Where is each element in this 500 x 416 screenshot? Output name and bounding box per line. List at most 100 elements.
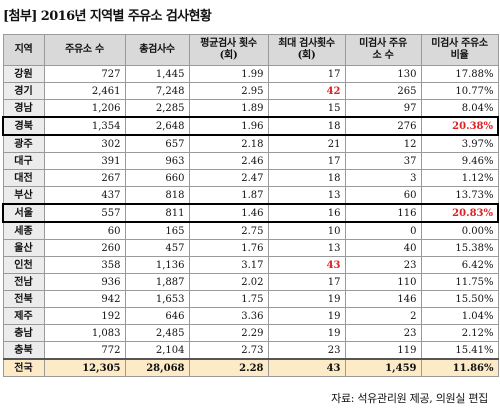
col-header-ratio: 미검사 주유소 비율: [420, 34, 499, 66]
ratio-cell: 0.00%: [420, 221, 499, 240]
col-header-avg: 평균검사 횟수(회): [188, 34, 269, 66]
col-header-max: 최대 검사횟수(회): [267, 34, 346, 66]
total-cell: 1,445: [124, 65, 190, 83]
avg-cell: 1.46: [188, 203, 269, 223]
total-cell: 28,068: [124, 358, 190, 377]
avg-cell: 1.76: [188, 239, 269, 257]
region-cell: 경북: [2, 116, 45, 136]
table-row: 세종 60 165 2.75 10 0 0.00%: [2, 221, 499, 240]
avg-cell: 2.73: [188, 341, 269, 360]
avg-cell: 1.89: [188, 99, 269, 118]
max-cell: 43: [267, 256, 346, 274]
ratio-cell: 15.38%: [420, 239, 499, 257]
unchecked-cell: 12: [344, 134, 422, 153]
region-cell: 울산: [2, 239, 45, 257]
stations-cell: 1,206: [43, 99, 126, 118]
avg-cell: 1.96: [188, 116, 269, 136]
avg-cell: 1.75: [188, 290, 269, 308]
ratio-cell: 11.86%: [420, 358, 499, 377]
max-cell: 18: [267, 116, 346, 136]
ratio-cell: 9.46%: [420, 152, 499, 170]
unchecked-cell: 97: [344, 99, 422, 118]
ratio-cell: 13.73%: [420, 186, 499, 205]
total-cell: 2,485: [124, 324, 190, 342]
unchecked-cell: 130: [344, 65, 422, 83]
max-cell: 17: [267, 273, 346, 291]
unchecked-cell: 146: [344, 290, 422, 308]
stations-cell: 942: [43, 290, 126, 308]
table-row: 광주 302 657 2.18 21 12 3.97%: [2, 134, 499, 153]
total-cell: 1,887: [124, 273, 190, 291]
col-header-ratio-text: 미검사 주유소 비율: [431, 38, 488, 61]
table-row: 서울 557 811 1.46 16 116 20.83%: [2, 203, 499, 223]
ratio-cell: 2.12%: [420, 324, 499, 342]
total-cell: 657: [124, 134, 190, 153]
stations-cell: 437: [43, 186, 126, 205]
region-cell: 제주: [2, 307, 45, 325]
region-cell: 세종: [2, 221, 45, 240]
stations-cell: 12,305: [43, 358, 126, 377]
max-cell: 13: [267, 239, 346, 257]
unchecked-cell: 23: [344, 324, 422, 342]
total-cell: 646: [124, 307, 190, 325]
stations-cell: 358: [43, 256, 126, 274]
avg-cell: 2.75: [188, 221, 269, 240]
max-cell: 23: [267, 341, 346, 360]
unchecked-cell: 23: [344, 256, 422, 274]
stations-cell: 557: [43, 203, 126, 223]
stations-cell: 727: [43, 65, 126, 83]
table-body: 강원 727 1,445 1.99 17 130 17.88% 경기 2,461 7,248 2.9…: [2, 65, 499, 377]
total-cell: 457: [124, 239, 190, 257]
avg-cell: 1.87: [188, 186, 269, 205]
total-row: 전국 12,305 28,068 2.28 43 1,459 11.86%: [2, 358, 499, 377]
region-cell: 대구: [2, 152, 45, 170]
stations-cell: 391: [43, 152, 126, 170]
region-cell: 충북: [2, 341, 45, 360]
stations-cell: 2,461: [43, 82, 126, 100]
avg-cell: 2.46: [188, 152, 269, 170]
ratio-cell: 8.04%: [420, 99, 499, 118]
total-cell: 2,285: [124, 99, 190, 118]
ratio-cell: 20.83%: [420, 203, 499, 223]
stations-cell: 1,354: [43, 116, 126, 136]
max-cell: 19: [267, 307, 346, 325]
ratio-cell: 15.41%: [420, 341, 499, 360]
col-header-stations: 주유소 수: [43, 34, 126, 66]
region-cell: 경남: [2, 99, 45, 118]
source-note: 자료: 석유관리원 제공, 의원실 편집: [331, 392, 488, 405]
total-cell: 7,248: [124, 82, 190, 100]
ratio-cell: 20.38%: [420, 116, 499, 136]
stations-cell: 302: [43, 134, 126, 153]
avg-cell: 2.18: [188, 134, 269, 153]
region-cell: 충남: [2, 324, 45, 342]
stations-cell: 267: [43, 169, 126, 187]
total-cell: 2,648: [124, 116, 190, 136]
table-row: 제주 192 646 3.36 19 2 1.04%: [2, 307, 499, 325]
avg-cell: 2.02: [188, 273, 269, 291]
max-cell: 17: [267, 152, 346, 170]
unchecked-cell: 2: [344, 307, 422, 325]
avg-cell: 3.17: [188, 256, 269, 274]
col-header-region: 지역: [2, 34, 45, 66]
unchecked-cell: 0: [344, 221, 422, 240]
region-cell: 전국: [2, 358, 45, 377]
ratio-cell: 1.12%: [420, 169, 499, 187]
col-header-avg-text: 평균검사 횟수(회): [200, 38, 257, 61]
ratio-cell: 15.50%: [420, 290, 499, 308]
total-cell: 811: [124, 203, 190, 223]
max-cell: 10: [267, 221, 346, 240]
max-cell: 13: [267, 186, 346, 205]
inspection-table: 지역 주유소 수 총검사수 평균검사 횟수(회) 최대 검사횟수(회) 미검사 …: [2, 34, 499, 377]
table-row: 울산 260 457 1.76 13 40 15.38%: [2, 239, 499, 257]
max-cell: 19: [267, 290, 346, 308]
stations-cell: 1,083: [43, 324, 126, 342]
ratio-cell: 10.77%: [420, 82, 499, 100]
col-header-total: 총검사수: [124, 34, 190, 66]
table-row: 강원 727 1,445 1.99 17 130 17.88%: [2, 65, 499, 83]
page-title: [첨부] 2016년 지역별 주유소 검사현황: [3, 9, 212, 24]
table-row: 인천 358 1,136 3.17 43 23 6.42%: [2, 256, 499, 274]
ratio-cell: 6.42%: [420, 256, 499, 274]
table-row: 부산 437 818 1.87 13 60 13.73%: [2, 186, 499, 205]
table-header-row: 지역 주유소 수 총검사수 평균검사 횟수(회) 최대 검사횟수(회) 미검사 …: [2, 34, 499, 66]
ratio-cell: 3.97%: [420, 134, 499, 153]
